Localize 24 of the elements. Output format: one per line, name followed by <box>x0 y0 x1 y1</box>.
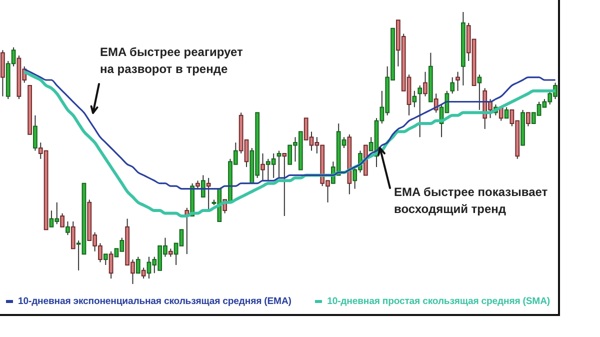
candlestick <box>412 90 417 108</box>
candlestick <box>526 112 530 127</box>
candlestick <box>70 220 76 250</box>
candlestick <box>276 150 282 178</box>
candlestick <box>66 220 70 236</box>
candlestick <box>418 84 422 138</box>
candlestick <box>282 152 287 216</box>
candlestick <box>103 254 108 266</box>
candlestick <box>136 256 140 274</box>
candlestick <box>504 106 509 119</box>
candlestick <box>456 71 460 92</box>
legend-label: 10-дневная простая скользящая средняя (SMA) <box>327 296 550 307</box>
annotation: EMA быстрее реагирует на разворот в тренде <box>100 44 244 78</box>
candlestick <box>260 152 265 182</box>
annotation: EMA быстрее показывает восходящий тренд <box>394 184 549 218</box>
legend-label: 10-дневная экспоненциальная скользящая средняя (EMA) <box>18 296 292 307</box>
candlestick <box>60 212 64 228</box>
candlestick <box>423 71 428 97</box>
candlestick <box>200 174 206 198</box>
candlestick <box>141 267 146 280</box>
candlestick <box>33 114 38 152</box>
candlestick <box>108 250 114 280</box>
candlestick <box>206 177 211 212</box>
candlestick <box>450 76 455 94</box>
